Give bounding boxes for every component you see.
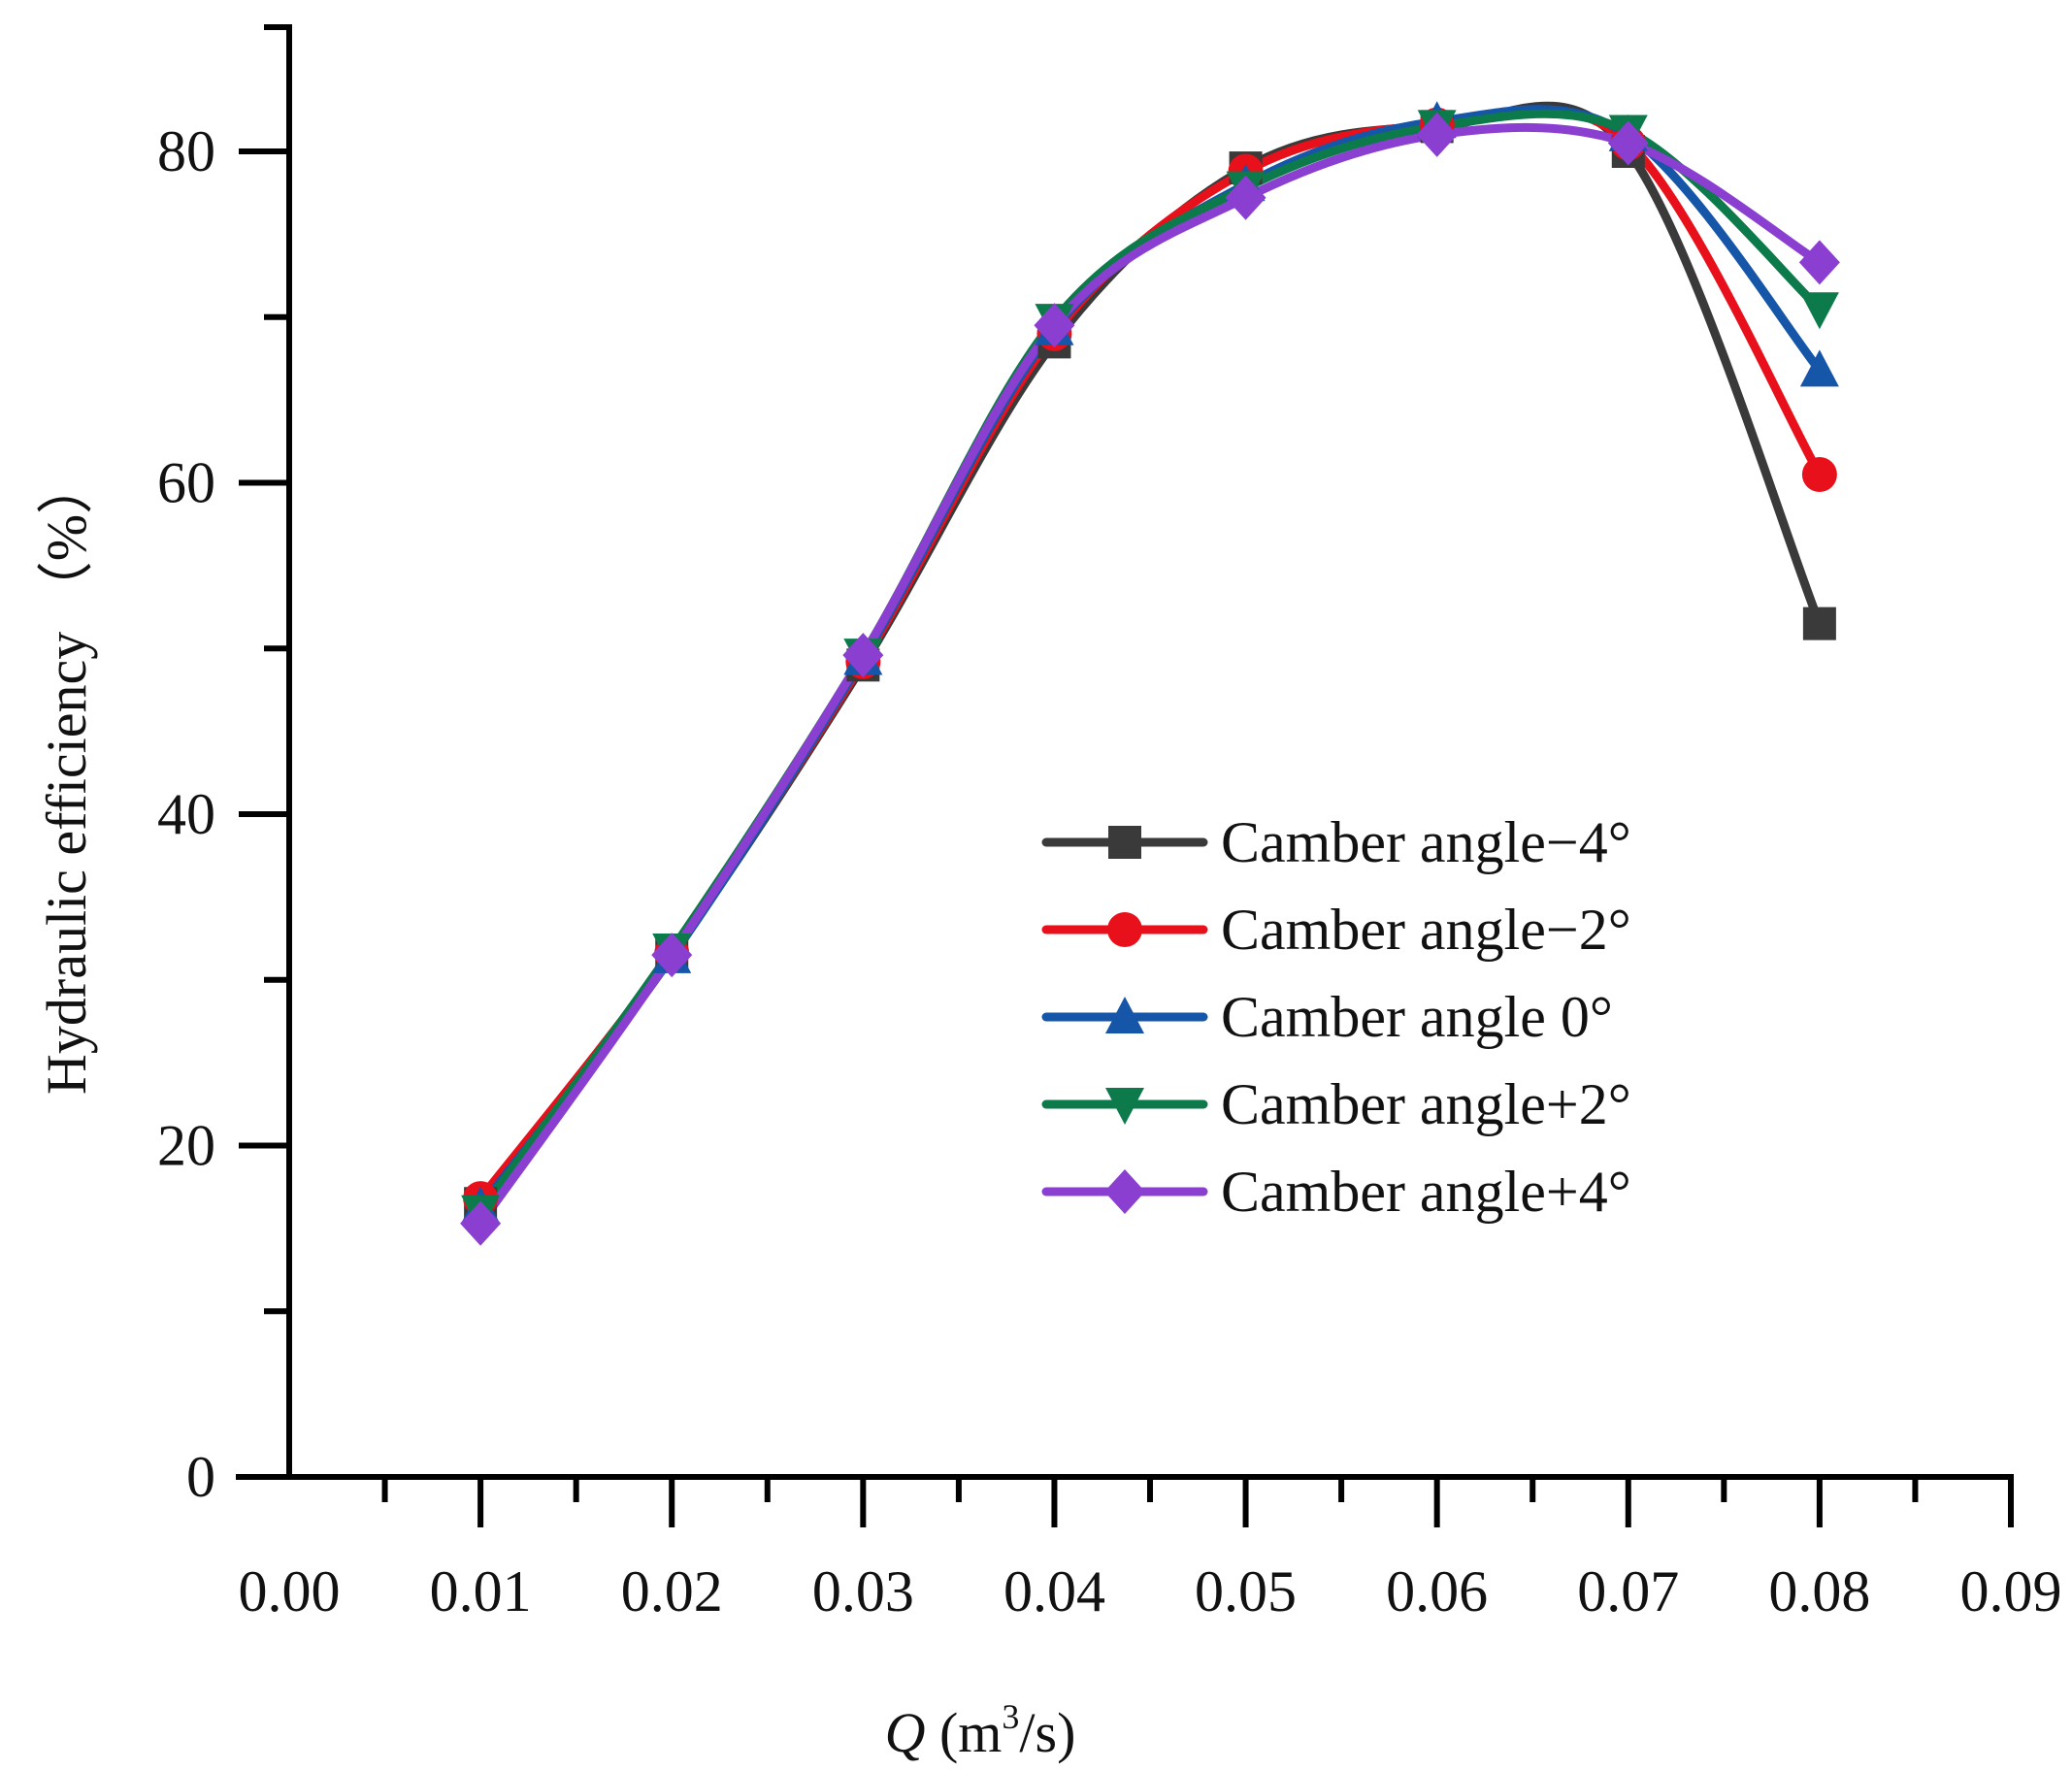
series-line-3: [476, 109, 1825, 1217]
x-tick-label: 0.06: [1386, 1559, 1488, 1623]
series-line-1: [476, 105, 1825, 1203]
data-point: [1802, 606, 1836, 640]
legend-item: Camber angle+4°: [1041, 1160, 1631, 1224]
x-axis-unit-post: /s): [1019, 1701, 1075, 1764]
legend-swatch-marker: [1107, 912, 1142, 947]
data-point: [1607, 120, 1649, 166]
data-point: [842, 633, 884, 678]
x-tick-label: 0.01: [430, 1559, 532, 1623]
data-point: [1416, 112, 1458, 157]
data-point: [651, 933, 693, 978]
x-axis-variable: Q: [885, 1701, 926, 1764]
legend-label: Camber angle−2°: [1221, 898, 1631, 962]
legend-label: Camber angle−4°: [1221, 810, 1631, 874]
legend-swatch-marker: [1105, 1088, 1144, 1125]
data-point: [1798, 240, 1840, 285]
y-tick-label: 0: [186, 1445, 215, 1509]
series-line-2: [476, 105, 1825, 1212]
x-axis-unit-sup: 3: [1002, 1697, 1019, 1736]
x-tick-label: 0.04: [1003, 1559, 1105, 1623]
y-tick-labels: 0 20 40 60 80: [157, 119, 215, 1509]
data-point: [1034, 303, 1075, 348]
x-tick-label: 0.03: [812, 1559, 914, 1623]
legend-swatch-marker: [1108, 826, 1141, 859]
series-line-0: [476, 101, 1825, 1208]
y-tick-label: 80: [157, 119, 215, 183]
data-point: [1799, 349, 1839, 387]
legend-item: Camber angle−2°: [1041, 898, 1631, 962]
y-axis-title: Hydraulic efficiency （%）: [35, 458, 98, 1095]
x-tick-label: 0.05: [1195, 1559, 1297, 1623]
x-axis-unit-pre: (m: [925, 1701, 1002, 1764]
x-tick-label: 0.02: [621, 1559, 723, 1623]
series-line-4: [476, 122, 1825, 1229]
y-tick-label: 40: [157, 782, 215, 846]
legend-swatch-marker: [1104, 1169, 1145, 1214]
legend-swatch-marker: [1105, 997, 1144, 1033]
tick-marks: [239, 24, 2014, 1527]
series-markers: [460, 101, 1840, 1246]
x-axis-title: Q (m3/s): [885, 1697, 1076, 1764]
data-point: [1799, 292, 1839, 330]
data-point: [1801, 456, 1837, 492]
data-point: [1225, 175, 1266, 220]
legend-item: Camber angle 0°: [1041, 985, 1613, 1049]
legend-label: Camber angle 0°: [1221, 985, 1613, 1049]
x-tick-label: 0.07: [1577, 1559, 1679, 1623]
y-tick-label: 60: [157, 451, 215, 515]
legend-label: Camber angle+2°: [1221, 1072, 1631, 1136]
x-tick-label: 0.08: [1768, 1559, 1870, 1623]
legend-item: Camber angle−4°: [1041, 810, 1631, 874]
legend-item: Camber angle+2°: [1041, 1072, 1631, 1136]
x-tick-label: 0.09: [1960, 1559, 2062, 1623]
data-point: [460, 1200, 502, 1246]
x-tick-labels: 0.00 0.01 0.02 0.03 0.04 0.05 0.06 0.07 0.08 0.09: [239, 1559, 2062, 1623]
legend: Camber angle−4° Camber angle−2° Camber ang…: [1041, 810, 1631, 1224]
y-tick-label: 20: [157, 1114, 215, 1178]
series-lines: [476, 101, 1825, 1229]
legend-label: Camber angle+4°: [1221, 1160, 1631, 1224]
x-tick-label: 0.00: [239, 1559, 341, 1623]
